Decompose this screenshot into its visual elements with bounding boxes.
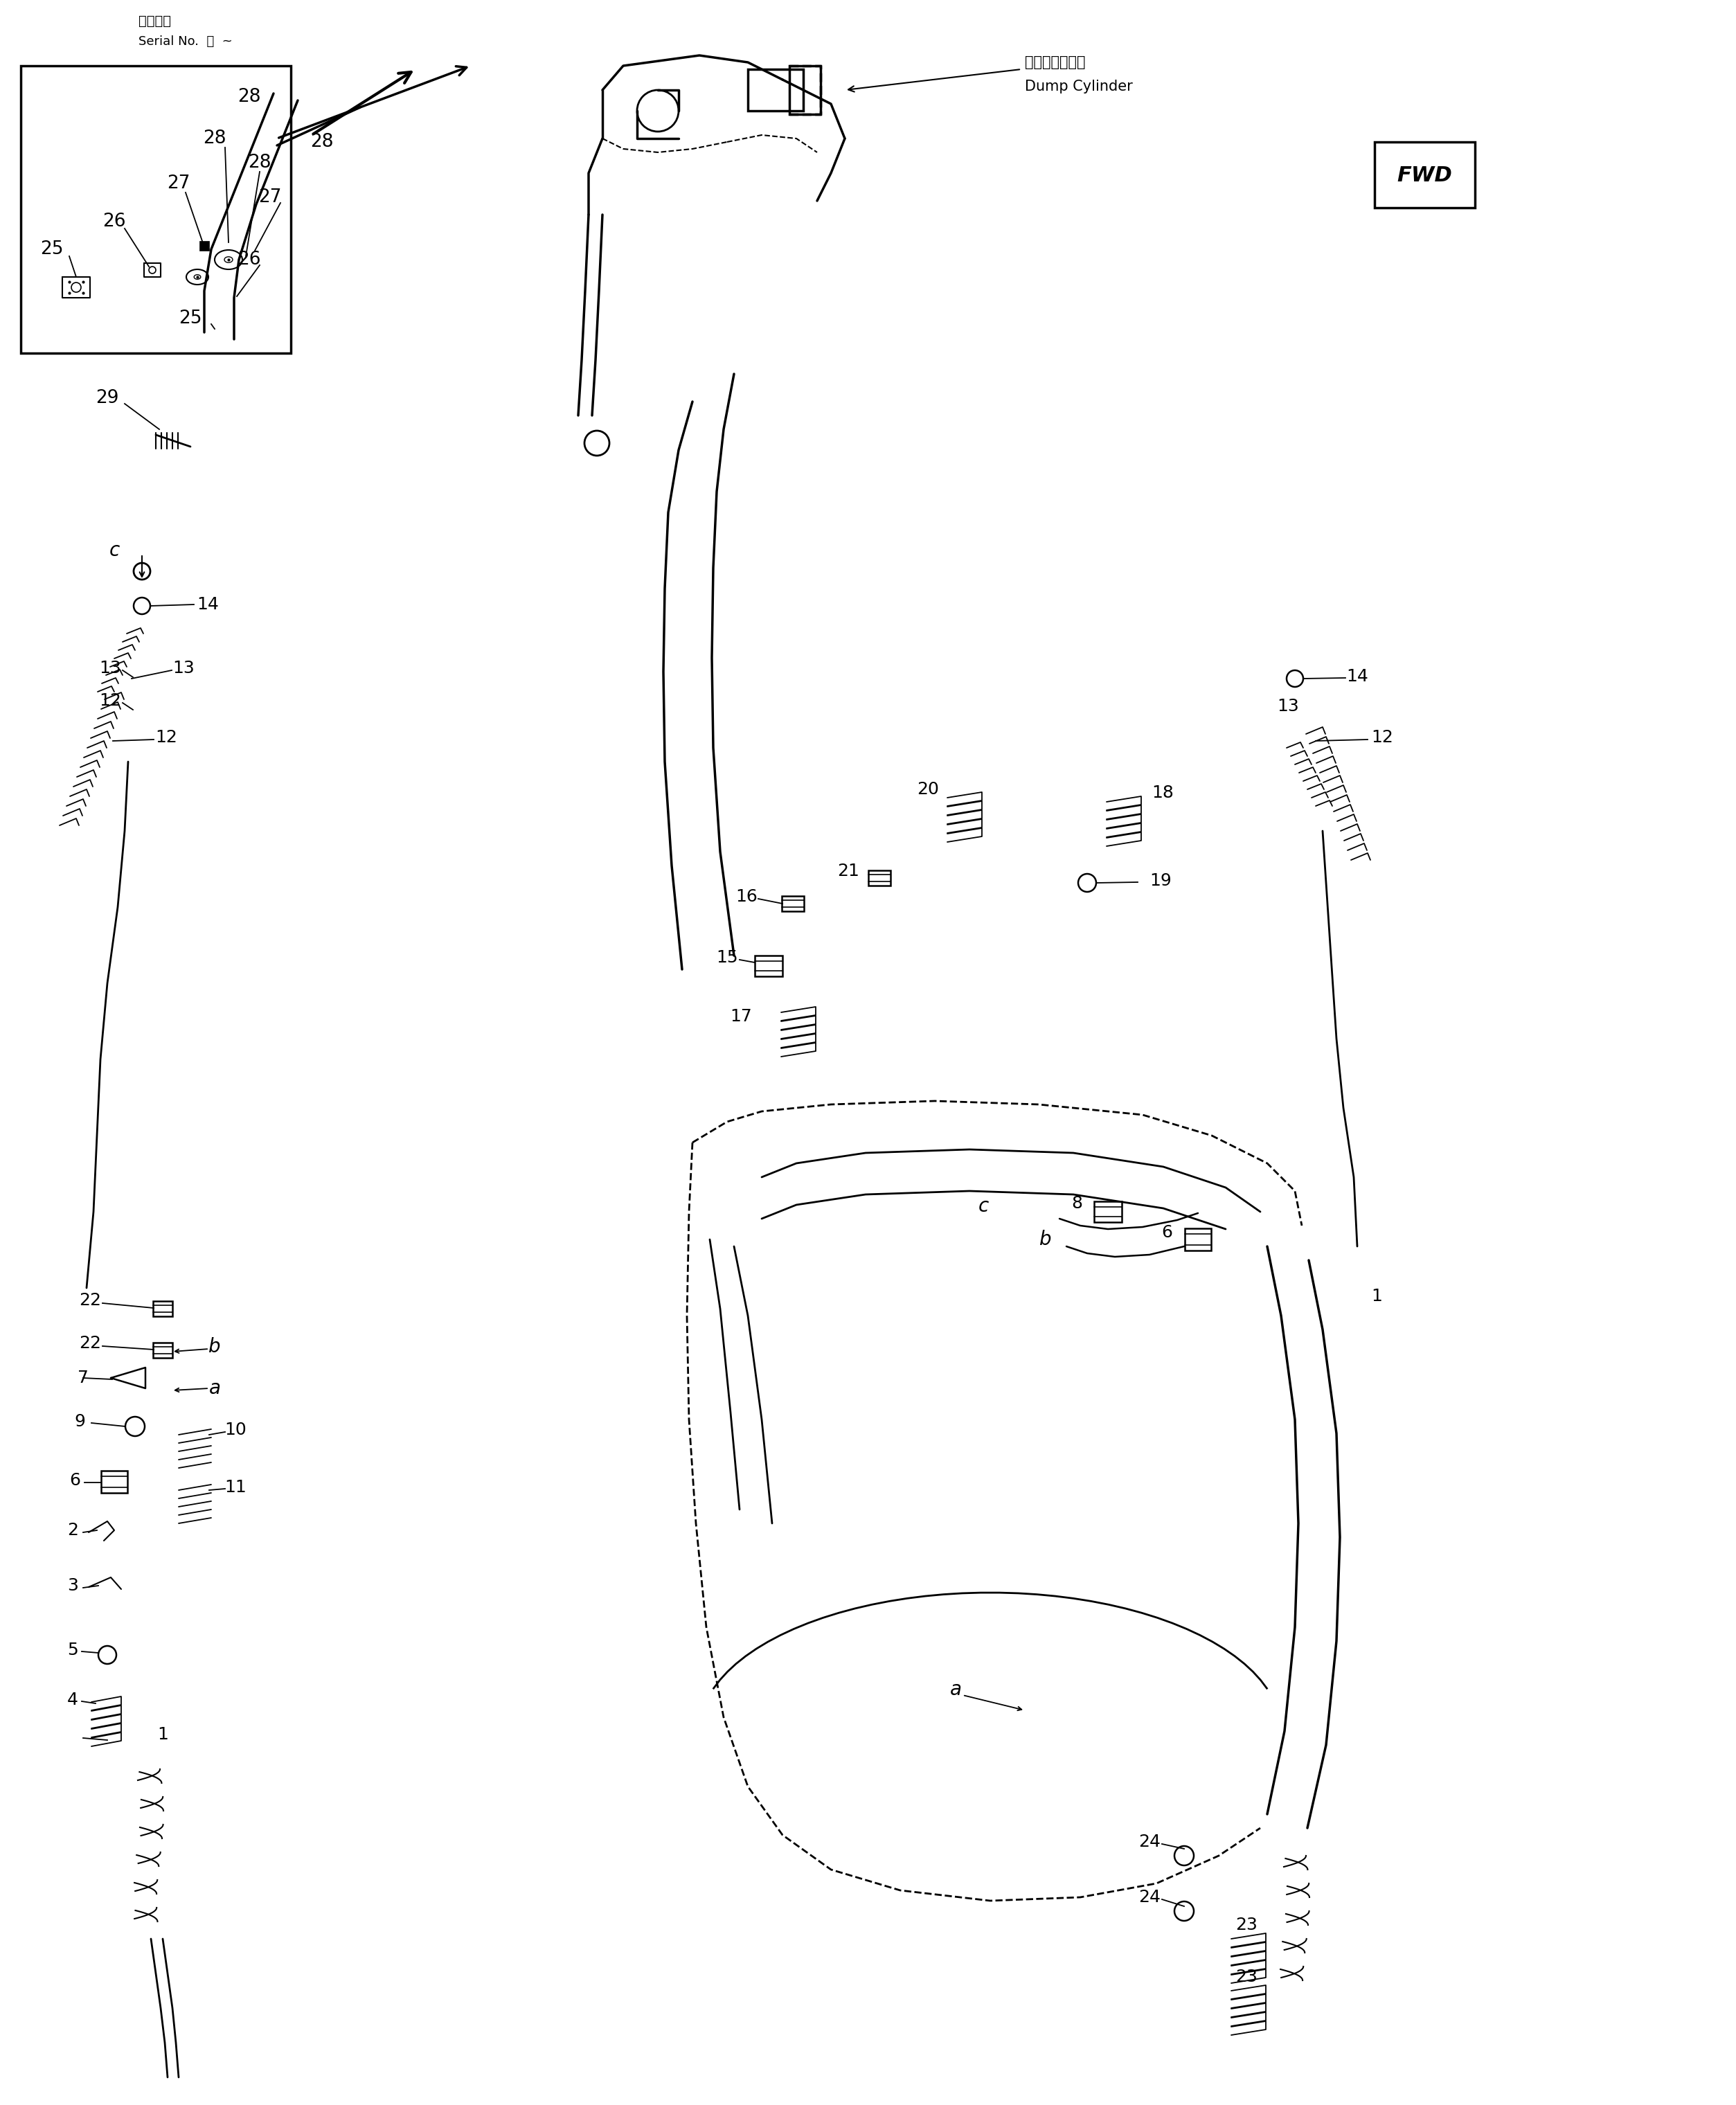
Text: 27: 27 (167, 175, 191, 192)
Text: c: c (109, 541, 120, 560)
Text: 26: 26 (102, 213, 125, 232)
Text: ダンプシリンダ: ダンプシリンダ (1024, 55, 1085, 69)
Text: 25: 25 (179, 309, 201, 328)
Text: 適用号機: 適用号機 (139, 15, 172, 27)
Text: 1: 1 (158, 1726, 168, 1743)
Text: 7: 7 (78, 1370, 89, 1387)
Text: 28: 28 (238, 88, 260, 105)
Text: 6: 6 (69, 1471, 80, 1488)
Text: 17: 17 (729, 1008, 752, 1025)
Text: 12: 12 (155, 728, 177, 745)
Text: 28: 28 (203, 131, 226, 147)
Text: 22: 22 (78, 1335, 101, 1351)
Text: 25: 25 (40, 240, 64, 259)
Text: 13: 13 (99, 659, 122, 676)
Text: 2: 2 (68, 1522, 78, 1539)
Text: 19: 19 (1149, 871, 1172, 888)
Text: 12: 12 (1371, 728, 1394, 745)
Text: 9: 9 (75, 1412, 85, 1429)
Bar (1184, 1229, 1212, 1250)
Text: 14: 14 (196, 596, 219, 613)
Bar (1094, 1202, 1121, 1223)
Text: 13: 13 (172, 659, 194, 676)
Text: 21: 21 (837, 863, 859, 880)
Text: 15: 15 (717, 949, 738, 966)
Text: 22: 22 (78, 1292, 101, 1309)
Text: FWD: FWD (1397, 164, 1451, 185)
Bar (781, 897, 804, 911)
Text: 23: 23 (1236, 1918, 1257, 1932)
Bar (153, 1301, 172, 1316)
Bar (101, 1471, 127, 1492)
Text: 13: 13 (1278, 699, 1299, 714)
Text: 11: 11 (224, 1480, 247, 1497)
Text: a: a (950, 1680, 962, 1699)
Text: 10: 10 (224, 1421, 247, 1438)
Bar (153, 1343, 172, 1358)
Text: b: b (1040, 1229, 1052, 1248)
Text: 8: 8 (1071, 1196, 1082, 1212)
Text: 27: 27 (259, 187, 281, 206)
Bar (1375, 141, 1476, 208)
Text: Dump Cylinder: Dump Cylinder (1024, 80, 1132, 93)
Text: 28: 28 (311, 133, 333, 152)
Text: Serial No.  ・  ~: Serial No. ・ ~ (139, 36, 233, 48)
Text: 24: 24 (1139, 1833, 1161, 1850)
Text: 20: 20 (917, 781, 939, 798)
Text: 6: 6 (1161, 1225, 1172, 1240)
Bar (21, 65, 292, 354)
Text: 28: 28 (248, 154, 271, 173)
Text: 26: 26 (238, 250, 260, 269)
Text: 29: 29 (95, 389, 120, 406)
Bar (790, 65, 821, 114)
Text: 12: 12 (99, 693, 122, 709)
Text: 1: 1 (1371, 1288, 1382, 1305)
Text: 14: 14 (1345, 667, 1368, 684)
Text: 3: 3 (68, 1577, 78, 1593)
Text: 18: 18 (1151, 785, 1174, 802)
Bar (868, 869, 891, 886)
Text: 5: 5 (68, 1642, 78, 1659)
Text: a: a (208, 1379, 220, 1398)
Text: 24: 24 (1139, 1888, 1161, 1905)
Text: 4: 4 (68, 1692, 78, 1709)
Bar (748, 69, 804, 112)
Text: 16: 16 (736, 888, 757, 905)
Bar (755, 956, 783, 977)
Text: c: c (977, 1196, 988, 1217)
Bar (200, 240, 208, 250)
Text: 23: 23 (1236, 1968, 1257, 1985)
Text: b: b (208, 1337, 220, 1356)
